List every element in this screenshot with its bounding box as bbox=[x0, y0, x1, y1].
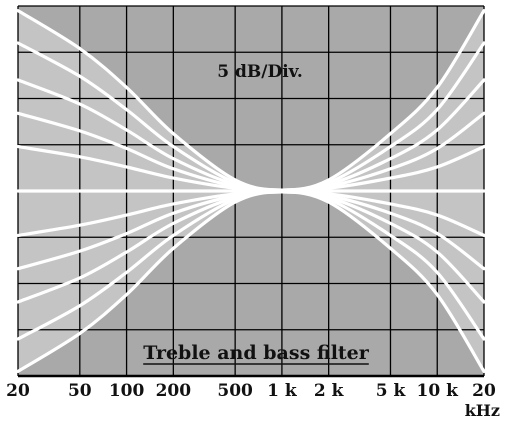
x-tick-labels: 20 50 100 200 500 1 k 2 k 5 k 10 k 20 bbox=[6, 381, 496, 401]
x-unit-label: kHz bbox=[465, 401, 500, 420]
chart-title: Treble and bass filter bbox=[143, 342, 370, 364]
scale-label: 5 dB/Div. bbox=[217, 62, 303, 82]
x-tick-label: 100 bbox=[109, 381, 145, 401]
x-tick-label: 20 bbox=[6, 381, 30, 401]
response-curve-11 bbox=[16, 190, 486, 373]
x-tick-label: 5 k bbox=[376, 381, 407, 401]
x-tick-label: 1 k bbox=[267, 381, 298, 401]
x-tick-label: 20 bbox=[472, 381, 496, 401]
x-tick-label: 200 bbox=[156, 381, 192, 401]
x-tick-label: 50 bbox=[68, 381, 92, 401]
x-tick-label: 10 k bbox=[417, 381, 460, 401]
curves bbox=[16, 9, 486, 373]
x-tick-label: 2 k bbox=[314, 381, 345, 401]
x-tick-label: 500 bbox=[217, 381, 253, 401]
